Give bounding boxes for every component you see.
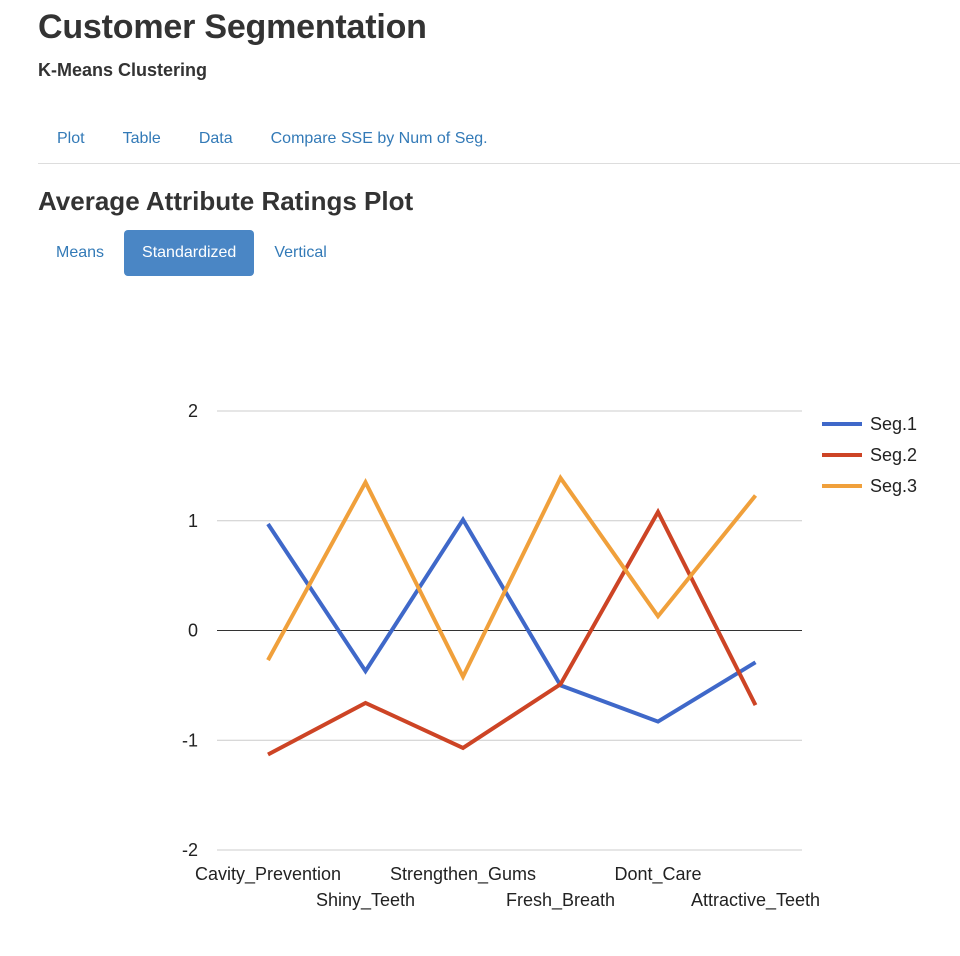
chart-series [266,474,758,757]
pill-standardized[interactable]: Standardized [124,230,255,276]
series-line-seg-2 [267,507,758,757]
chart-legend[interactable]: Seg.1 Seg.2 Seg.3 [822,414,917,496]
tab-data[interactable]: Data [198,130,233,147]
app-title: Customer Segmentation [38,8,427,46]
x-tick-label: Strengthen_Gums [390,864,536,885]
tab-table[interactable]: Table [122,130,161,147]
tab-compare-sse[interactable]: Compare SSE by Num of Seg. [270,130,488,147]
legend-label[interactable]: Seg.3 [870,476,917,496]
series-line-seg-3 [266,474,758,682]
y-tick-label: 0 [188,621,198,641]
section-title: Average Attribute Ratings Plot [38,186,414,216]
pill-vertical[interactable]: Vertical [274,244,327,261]
chart-axis-labels: 2 1 0 -1 -2 Cavity_Prevention Shiny_Teeth Stren… [182,401,820,911]
plot-pill-tabs: Means Standardized Vertical [38,230,347,276]
legend-label[interactable]: Seg.1 [870,414,917,434]
x-tick-label: Fresh_Breath [506,890,615,911]
y-tick-label: -2 [182,840,198,860]
y-tick-label: 2 [188,401,198,421]
x-tick-label: Cavity_Prevention [195,864,341,885]
chart-grid [217,410,802,851]
y-tick-label: -1 [182,730,198,750]
x-tick-label: Shiny_Teeth [316,890,415,911]
y-tick-label: 1 [188,511,198,531]
main-tab-bar: Plot Table Data Compare SSE by Num of Se… [38,118,960,164]
pill-means[interactable]: Means [56,244,105,261]
series-line-seg-1 [266,515,757,724]
legend-label[interactable]: Seg.2 [870,445,917,465]
app-subtitle: K-Means Clustering [38,60,208,80]
x-tick-label: Dont_Care [614,864,701,885]
x-tick-label: Attractive_Teeth [691,890,820,911]
tab-plot[interactable]: Plot [57,130,85,147]
